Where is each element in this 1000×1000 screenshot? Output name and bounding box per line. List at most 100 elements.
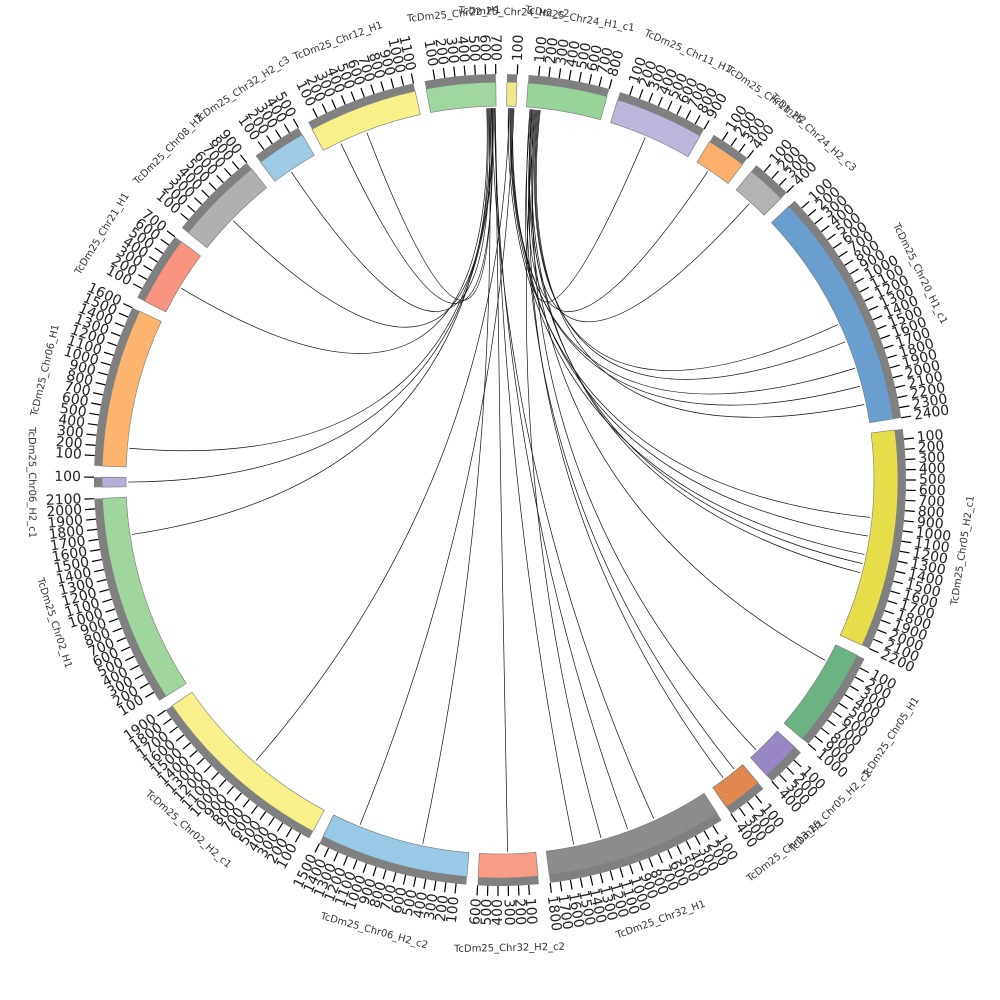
tick: [589, 875, 594, 886]
tick: [169, 726, 179, 734]
tick-label: 600: [467, 898, 484, 926]
tick: [340, 95, 346, 105]
tick-label: 1900: [47, 512, 84, 531]
tick: [778, 177, 787, 186]
tick-band: [617, 92, 705, 136]
tick-band: [319, 836, 467, 885]
segment-name: TcDm25_Chr32_H2_c2: [453, 942, 565, 955]
tick: [433, 880, 437, 891]
link: [232, 108, 489, 328]
tick-band: [766, 747, 801, 782]
tick: [905, 458, 916, 461]
tick: [868, 305, 879, 311]
link: [527, 109, 709, 312]
tick: [549, 882, 552, 893]
tick: [160, 238, 170, 246]
tick: [93, 392, 104, 396]
tick-label: 100: [916, 427, 944, 446]
tick: [608, 79, 613, 90]
tick-label: 400: [919, 461, 946, 478]
tick: [598, 76, 603, 87]
tick: [849, 685, 859, 692]
segment: [101, 310, 162, 468]
tick: [892, 374, 903, 379]
link: [422, 108, 491, 844]
link: [181, 108, 488, 354]
tick-label: 100: [420, 39, 440, 68]
tick: [895, 570, 906, 575]
tick-label: 600: [584, 43, 605, 73]
tick: [629, 85, 634, 96]
tick-label: 700: [378, 883, 400, 913]
tick: [132, 283, 143, 290]
tick: [657, 96, 663, 107]
tick-label: 1100: [913, 535, 951, 556]
tick-band: [726, 782, 764, 814]
tick: [85, 443, 96, 446]
tick: [747, 149, 755, 159]
tick-label: 1400: [906, 566, 944, 590]
tick: [189, 750, 198, 758]
tick-label: 800: [365, 51, 388, 81]
tick-label: 500: [59, 401, 88, 421]
tick: [703, 830, 710, 840]
tick-band: [549, 813, 722, 883]
link: [128, 108, 494, 483]
tick: [854, 277, 865, 284]
tick: [786, 766, 795, 775]
tick-label: 800: [917, 504, 945, 522]
tick: [538, 65, 541, 76]
segment: [506, 81, 518, 107]
link: [535, 110, 846, 380]
tick: [323, 847, 330, 858]
tick-label: 300: [56, 423, 84, 442]
tick: [234, 792, 242, 802]
tick: [96, 578, 107, 583]
tick-band: [788, 200, 902, 419]
tick: [203, 764, 212, 773]
link: [534, 109, 839, 371]
tick: [685, 840, 692, 850]
tick: [259, 811, 267, 821]
links: [128, 108, 871, 852]
tick-label: 900: [67, 357, 97, 379]
tick: [352, 859, 358, 870]
tick-label: 500: [465, 35, 483, 63]
segment-name: TcDm25_Chr06_H1: [29, 323, 62, 418]
tick-label: 100: [54, 469, 81, 485]
link: [512, 108, 868, 537]
tick: [859, 286, 869, 293]
tick: [901, 540, 912, 544]
tick: [588, 74, 593, 85]
tick: [558, 68, 562, 79]
tick-label: 900: [916, 514, 944, 533]
tick-band: [751, 165, 787, 199]
segment: [712, 764, 759, 808]
tick: [87, 528, 98, 532]
tick: [820, 727, 830, 735]
tick: [901, 415, 912, 419]
tick-band: [94, 477, 103, 488]
tick-band: [862, 428, 907, 649]
tick: [801, 201, 810, 209]
tick-label: 1400: [55, 565, 93, 588]
tick: [903, 437, 914, 440]
tick: [876, 324, 887, 330]
tick: [125, 655, 135, 662]
tick: [849, 268, 859, 275]
tick: [175, 734, 185, 742]
tick-label: 300: [422, 892, 442, 921]
tick: [903, 520, 914, 523]
tick: [893, 580, 904, 585]
tick: [90, 548, 101, 552]
tick: [844, 259, 854, 266]
tick: [242, 799, 250, 808]
tick-label: 600: [919, 483, 946, 500]
tick-label: 100: [55, 445, 83, 463]
tick: [442, 67, 446, 78]
tick-band: [802, 655, 865, 745]
tick: [638, 861, 644, 871]
tick-label: 1600: [51, 544, 89, 566]
tick-label: 1500: [575, 889, 598, 927]
tick: [869, 648, 879, 654]
